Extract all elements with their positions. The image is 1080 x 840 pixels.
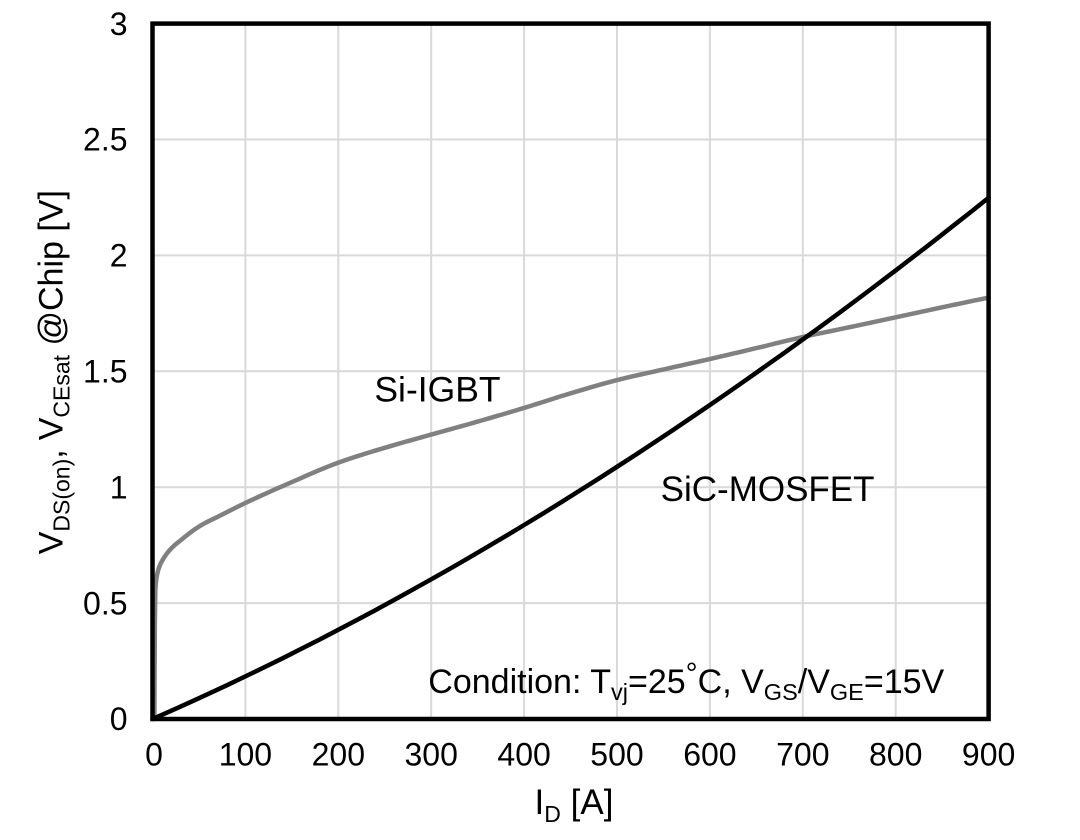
svg-text:900: 900 xyxy=(962,737,1015,773)
svg-text:SiC-MOSFET: SiC-MOSFET xyxy=(661,470,875,509)
svg-text:1: 1 xyxy=(110,469,128,505)
svg-text:3: 3 xyxy=(110,6,128,42)
svg-text:Condition: Tvj=25°C, VGS/VGE=1: Condition: Tvj=25°C, VGS/VGE=15V xyxy=(428,658,944,706)
svg-text:100: 100 xyxy=(219,737,272,773)
svg-text:600: 600 xyxy=(683,737,736,773)
svg-text:500: 500 xyxy=(590,737,643,773)
svg-text:0: 0 xyxy=(110,701,128,737)
svg-text:2.5: 2.5 xyxy=(83,122,127,158)
svg-text:ID [A]: ID [A] xyxy=(535,783,614,827)
svg-text:0: 0 xyxy=(145,737,163,773)
svg-text:1.5: 1.5 xyxy=(83,354,127,390)
svg-text:400: 400 xyxy=(497,737,550,773)
svg-text:2: 2 xyxy=(110,238,128,274)
svg-text:700: 700 xyxy=(776,737,829,773)
svg-text:300: 300 xyxy=(405,737,458,773)
svg-text:200: 200 xyxy=(312,737,365,773)
svg-text:Si-IGBT: Si-IGBT xyxy=(374,370,500,410)
svg-text:800: 800 xyxy=(869,737,922,773)
svg-text:0.5: 0.5 xyxy=(83,585,127,621)
